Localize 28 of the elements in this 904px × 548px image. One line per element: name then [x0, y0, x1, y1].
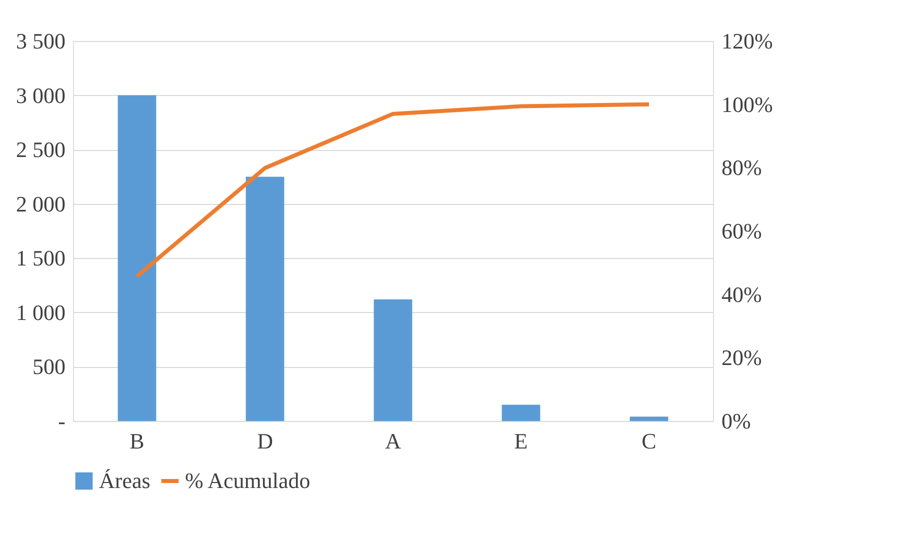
bar — [630, 416, 668, 421]
bar — [246, 176, 284, 421]
bar — [502, 404, 540, 421]
y-tick-label: - — [58, 408, 66, 434]
legend-label: % Acumulado — [185, 468, 310, 493]
y-tick-label: 3 500 — [16, 28, 66, 54]
y-tick-label: 1 500 — [16, 246, 66, 271]
x-tick-label: E — [514, 428, 528, 454]
y2-tick-label: 0% — [722, 408, 751, 434]
y2-tick-label: 100% — [722, 92, 773, 117]
bar — [374, 299, 412, 421]
y2-tick-label: 120% — [722, 28, 773, 54]
y2-tick-label: 60% — [722, 218, 762, 244]
y-tick-label: 3 000 — [16, 82, 66, 108]
legend-label: Áreas — [99, 468, 150, 493]
y-tick-label: 2 000 — [16, 191, 66, 216]
bar — [118, 95, 156, 421]
x-tick-label: A — [385, 428, 402, 454]
y2-tick-label: 80% — [722, 155, 762, 180]
x-tick-label: B — [130, 428, 144, 454]
y-tick-label: 1 000 — [16, 300, 66, 325]
y2-tick-label: 40% — [722, 282, 762, 307]
line-series — [135, 102, 651, 278]
y2-tick-label: 20% — [722, 345, 762, 370]
y-tick-label: 2 500 — [16, 137, 66, 162]
x-tick-label: C — [642, 428, 656, 454]
x-tick-label: D — [257, 428, 273, 454]
y-tick-label: 500 — [32, 354, 66, 380]
